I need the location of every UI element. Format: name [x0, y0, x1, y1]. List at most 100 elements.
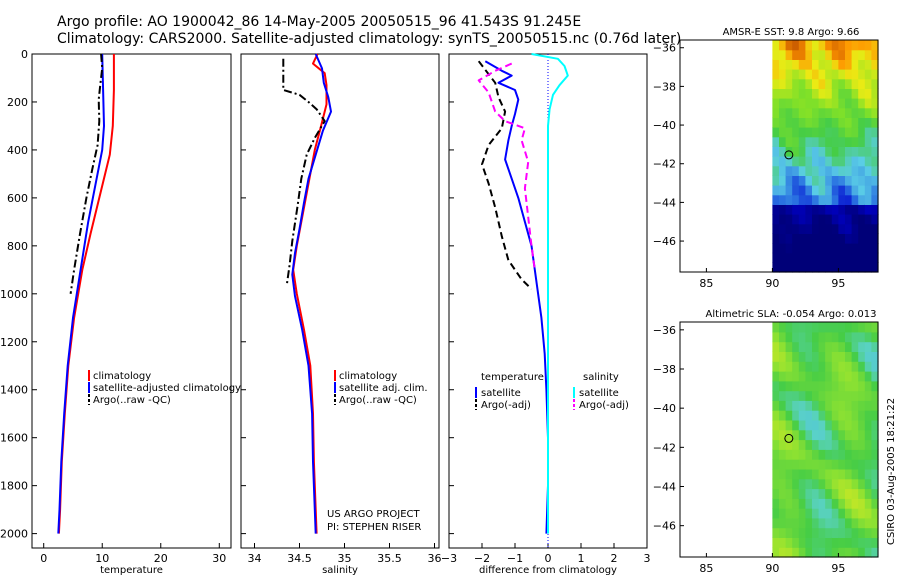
map-1-cell	[798, 165, 806, 176]
map-2-cell	[831, 322, 839, 333]
map-2-cell	[864, 351, 872, 362]
map-1-cell	[798, 252, 806, 263]
map-2-cell	[864, 371, 872, 382]
map-1-cell	[812, 252, 820, 263]
map-2-cell	[858, 429, 866, 441]
map-1-cell	[785, 88, 793, 99]
map-2-cell	[792, 390, 800, 401]
map-2-cell	[851, 380, 859, 392]
figure-title-line1: Argo profile: AO 1900042_86 14-May-2005 …	[57, 14, 582, 30]
map-2-cell	[812, 341, 820, 352]
map-2-cell	[812, 508, 820, 519]
map-2-cell	[805, 351, 813, 362]
map-2-cell	[851, 322, 859, 333]
map-2-cell	[772, 410, 780, 421]
map-1-cell	[851, 194, 859, 205]
map-2-cell	[772, 459, 780, 470]
map-1-cell	[772, 165, 780, 176]
map-2-cell	[864, 459, 872, 470]
map-2-cell	[812, 498, 820, 509]
map-2-argo-marker	[784, 433, 794, 443]
map-2-cell	[831, 449, 839, 460]
map-1-cell	[805, 175, 813, 186]
map-2-cell	[845, 488, 853, 499]
map-2-cell	[864, 361, 872, 372]
map-1-cell	[825, 243, 833, 254]
panel-1-frame	[31, 53, 232, 549]
map-1-cell	[851, 146, 859, 157]
panel-3-xtick-label: 1	[578, 552, 585, 565]
map-2-cell	[825, 351, 833, 362]
map-2-cell	[798, 390, 806, 401]
map-2-cell	[779, 351, 787, 362]
map-1-cell	[851, 127, 859, 138]
map-2-cell	[838, 449, 846, 460]
map-1-cell	[772, 49, 780, 60]
map-1-cell	[871, 59, 879, 70]
map-1-cell	[772, 107, 780, 118]
map-2-cell	[864, 390, 872, 401]
map-1-cell	[851, 204, 859, 215]
map-2-cell	[812, 537, 820, 548]
map-2-cell	[845, 527, 853, 538]
map-1-cell	[858, 262, 866, 273]
map-1-cell	[831, 194, 839, 205]
map-2-cell	[798, 537, 806, 548]
map-2-cell	[785, 361, 793, 372]
map-1-cell	[838, 136, 846, 147]
map-2-cell	[864, 517, 872, 529]
map-2-cell	[858, 322, 866, 333]
map-2-cell	[792, 547, 800, 558]
map-1-cell	[858, 185, 866, 196]
map-2-cell	[798, 331, 806, 343]
map-2-cell	[772, 400, 780, 411]
map-2-cell	[772, 547, 780, 558]
map-1-cell	[845, 117, 853, 128]
map-2-cell	[805, 361, 813, 372]
map-1-cell	[818, 214, 826, 225]
depth-tick-label: 200	[7, 96, 28, 109]
map-1-cell	[812, 78, 820, 89]
map-1-cell	[792, 223, 800, 234]
map-2-cell	[831, 410, 839, 421]
map-2-cell	[858, 488, 866, 499]
map-2-cell	[792, 459, 800, 470]
map-1-cell	[779, 233, 787, 244]
map-2-cell	[864, 537, 872, 548]
map-1-cell	[792, 127, 800, 138]
map-2-cell	[851, 390, 859, 401]
panel-3-xtick-label: 2	[611, 552, 618, 565]
map-1-cell	[818, 136, 826, 147]
map-2-cell	[805, 547, 813, 558]
timestamp-credit: CSIRO 03-Aug-2005 18:21:22	[886, 398, 897, 545]
map-1-cell	[845, 165, 853, 176]
legend-salinity-heading: salinity	[583, 372, 619, 383]
map-2-cell	[812, 459, 820, 470]
map-1-cell	[772, 88, 780, 99]
map-1-heatmap	[772, 40, 879, 273]
map-2-cell	[818, 400, 826, 411]
map-2-cell	[779, 439, 787, 450]
map-1-cell	[825, 185, 833, 196]
map-2-cell	[779, 508, 787, 519]
map-1-cell	[812, 98, 820, 109]
map-2-cell	[779, 527, 787, 538]
map-1-cell	[838, 165, 846, 176]
map-1-cell	[838, 78, 846, 89]
map-2-cell	[838, 341, 846, 352]
map-1-cell	[779, 107, 787, 118]
map-1-cell	[864, 146, 872, 157]
map-1-cell	[851, 165, 859, 176]
map-2-ytick-label: −46	[653, 520, 676, 533]
panel-1-xlabel: temperature	[100, 565, 163, 576]
map-2-cell	[858, 547, 866, 558]
map-1-cell	[831, 127, 839, 138]
map-1-cell	[831, 185, 839, 196]
map-2-cell	[818, 361, 826, 372]
map-1-cell	[845, 59, 853, 70]
map-2-cell	[792, 508, 800, 519]
map-2-cell	[818, 459, 826, 470]
map-2-cell	[805, 527, 813, 538]
map-1-cell	[825, 214, 833, 225]
map-1-cell	[792, 156, 800, 167]
